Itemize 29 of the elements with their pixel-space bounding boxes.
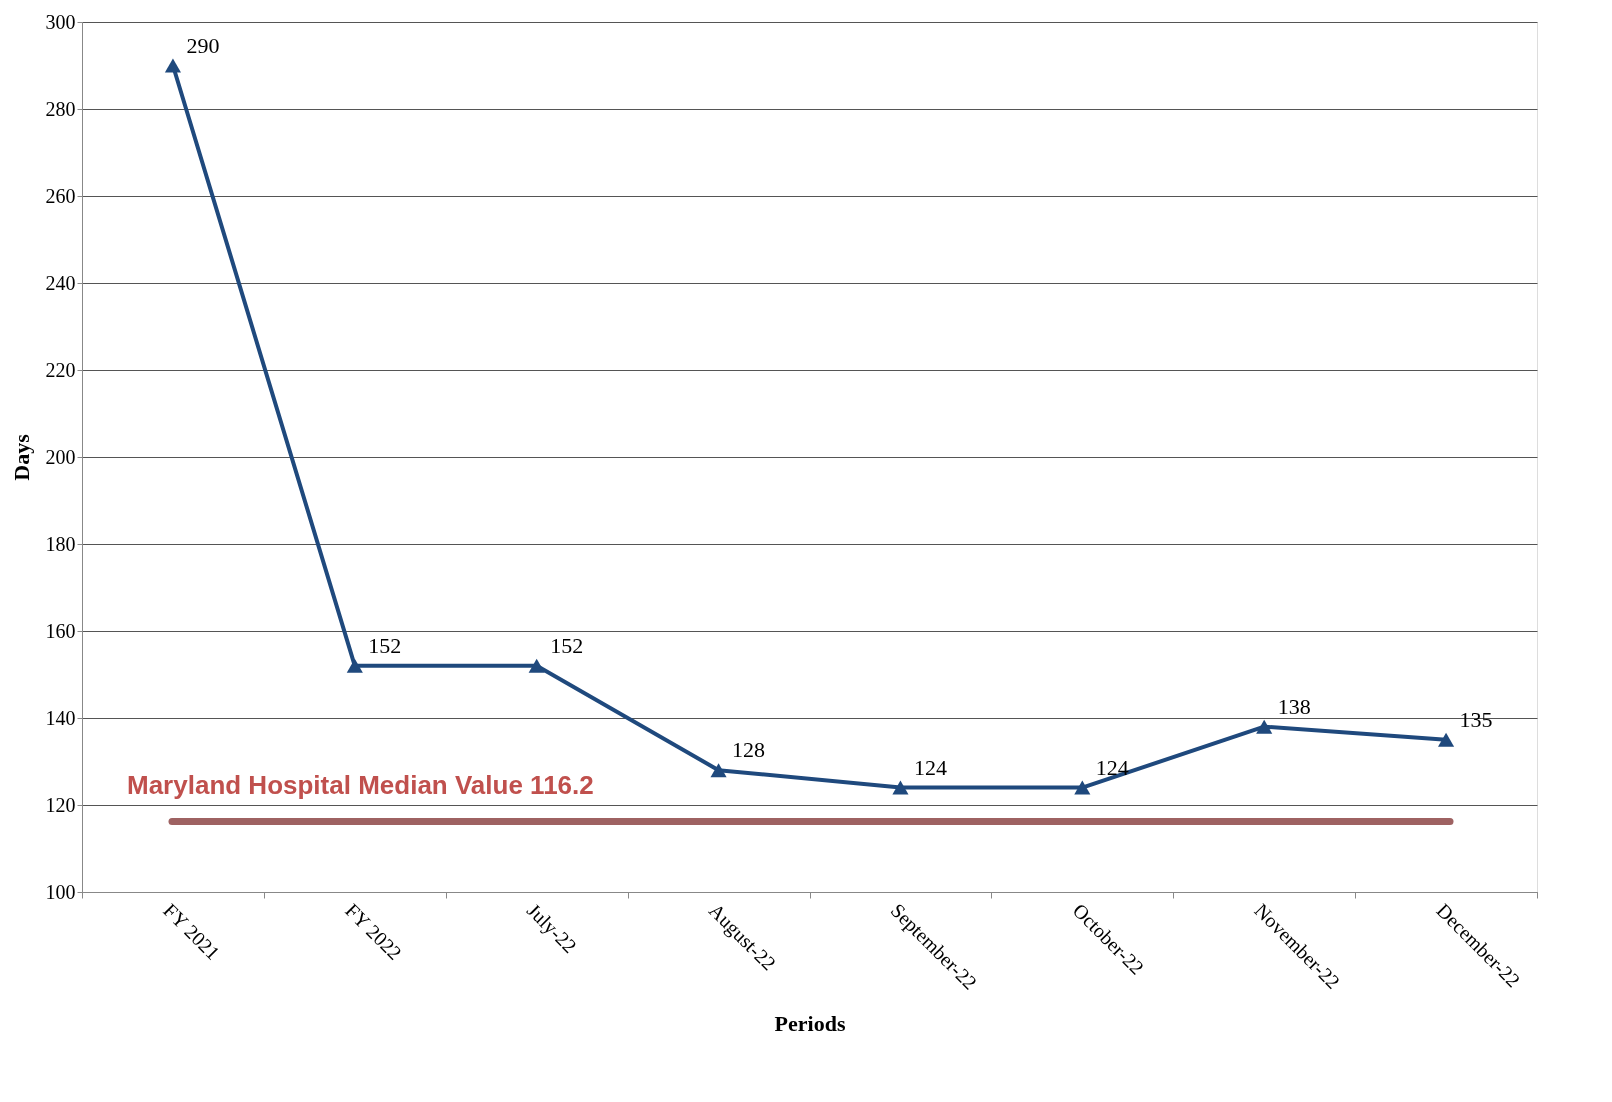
data-label: 128 xyxy=(732,737,766,763)
data-label: 124 xyxy=(1095,754,1129,780)
x-axis-title: Periods xyxy=(774,1010,846,1036)
y-tick-label: 280 xyxy=(45,97,76,120)
data-label: 152 xyxy=(550,632,584,658)
point xyxy=(528,658,545,673)
point xyxy=(346,658,363,673)
ref-line-label: Maryland Hospital Median Value 116.2 xyxy=(127,769,594,800)
data-label: 138 xyxy=(1277,693,1311,719)
y-tick-label: 120 xyxy=(45,793,76,816)
y-tick-label: 260 xyxy=(45,184,76,207)
data-label: 124 xyxy=(913,754,947,780)
y-tick-label: 180 xyxy=(45,532,76,555)
point xyxy=(164,58,181,73)
data-label: 290 xyxy=(186,32,220,58)
y-axis-title: Days xyxy=(8,433,34,481)
y-tick-label: 220 xyxy=(45,358,76,381)
point xyxy=(1256,719,1273,734)
y-tick-label: 240 xyxy=(45,271,76,294)
y-tick-label: 300 xyxy=(45,10,76,33)
y-tick-label: 100 xyxy=(45,880,76,903)
y-tick-label: 200 xyxy=(45,445,76,468)
point xyxy=(1438,732,1455,747)
point xyxy=(1074,780,1091,795)
y-tick-label: 160 xyxy=(45,619,76,642)
point xyxy=(892,780,909,795)
y-tick-label: 140 xyxy=(45,706,76,729)
data-label: 152 xyxy=(368,632,402,658)
point xyxy=(710,763,727,778)
